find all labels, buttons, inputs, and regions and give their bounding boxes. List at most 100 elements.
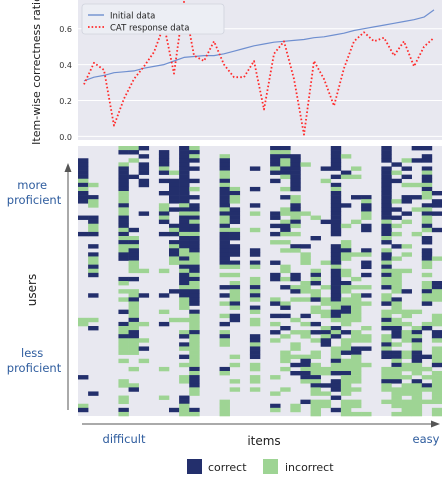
cell-correct xyxy=(249,186,261,192)
cell-incorrect xyxy=(401,383,412,388)
cell-correct xyxy=(118,407,129,413)
cell-correct xyxy=(411,350,423,355)
cell-incorrect xyxy=(340,268,352,274)
cell-incorrect xyxy=(310,411,321,417)
cell-correct xyxy=(310,321,321,327)
cell-incorrect xyxy=(340,338,352,343)
cell-incorrect xyxy=(320,260,332,265)
cell-correct xyxy=(381,186,392,192)
cell-correct xyxy=(138,146,150,151)
cell-correct xyxy=(179,150,190,155)
cell-incorrect xyxy=(421,264,433,270)
cell-correct xyxy=(189,293,200,298)
cell-incorrect xyxy=(300,354,311,360)
cell-incorrect xyxy=(249,362,261,368)
cell-incorrect xyxy=(431,407,442,413)
cell-incorrect xyxy=(229,379,241,384)
cell-correct xyxy=(330,248,342,253)
cell-correct xyxy=(381,158,392,163)
cell-incorrect xyxy=(351,252,362,257)
cell-correct xyxy=(381,174,392,180)
cell-correct xyxy=(290,371,301,376)
cell-incorrect xyxy=(229,289,241,294)
cell-correct xyxy=(179,158,190,163)
cell-correct xyxy=(310,383,321,388)
cell-incorrect xyxy=(401,411,412,417)
cell-incorrect xyxy=(381,260,392,265)
cell-incorrect xyxy=(391,305,402,310)
heatmap-chart: users more proficient less proficient di… xyxy=(7,146,442,474)
cell-correct xyxy=(158,293,170,298)
cell-correct xyxy=(128,252,139,257)
cell-correct xyxy=(78,162,89,167)
cell-correct xyxy=(78,174,89,180)
cell-incorrect xyxy=(300,330,311,335)
cell-correct xyxy=(361,248,372,253)
cell-correct xyxy=(330,199,342,204)
cell-incorrect xyxy=(189,317,200,323)
cell-incorrect xyxy=(189,411,200,417)
cell-incorrect xyxy=(118,199,129,204)
cell-correct xyxy=(330,256,342,261)
cell-incorrect xyxy=(381,346,392,351)
cell-incorrect xyxy=(330,305,342,310)
cell-incorrect xyxy=(310,293,321,298)
cell-correct xyxy=(118,166,129,171)
cell-incorrect xyxy=(128,293,139,298)
cell-incorrect xyxy=(431,411,442,417)
cell-incorrect xyxy=(138,268,150,274)
cell-incorrect xyxy=(351,174,362,180)
cell-correct xyxy=(421,203,433,208)
cell-incorrect xyxy=(340,383,352,388)
cell-correct xyxy=(280,313,291,319)
cell-correct xyxy=(118,276,129,282)
cell-correct xyxy=(411,158,423,163)
cell-correct xyxy=(280,146,291,151)
cell-correct xyxy=(381,252,392,257)
cell-incorrect xyxy=(381,297,392,302)
cell-incorrect xyxy=(361,199,372,204)
cell-incorrect xyxy=(431,321,442,327)
cell-incorrect xyxy=(179,330,190,335)
cell-correct xyxy=(158,211,170,216)
cell-incorrect xyxy=(361,215,372,220)
cell-correct xyxy=(169,248,180,253)
cell-incorrect xyxy=(229,387,241,392)
cell-incorrect xyxy=(118,195,129,200)
cell-correct xyxy=(421,158,433,163)
cell-correct xyxy=(330,154,342,159)
cell-correct xyxy=(431,334,442,339)
cell-correct xyxy=(381,317,392,323)
cell-correct xyxy=(169,240,180,245)
cell-correct xyxy=(310,375,321,380)
cell-incorrect xyxy=(330,264,342,270)
cell-correct xyxy=(179,154,190,159)
cell-correct xyxy=(391,326,402,331)
cell-correct xyxy=(179,223,190,229)
cell-incorrect xyxy=(421,195,433,200)
cell-correct xyxy=(229,260,241,265)
cell-correct xyxy=(128,387,139,392)
cell-incorrect xyxy=(280,211,291,216)
cell-incorrect xyxy=(118,146,129,151)
cell-correct xyxy=(219,223,230,229)
cell-incorrect xyxy=(391,375,402,380)
cell-incorrect xyxy=(401,354,412,360)
cell-incorrect xyxy=(361,334,372,339)
cell-correct xyxy=(401,289,412,294)
cell-correct xyxy=(158,162,170,167)
cell-incorrect xyxy=(290,407,301,413)
cell-incorrect xyxy=(421,191,433,196)
cell-incorrect xyxy=(78,403,89,409)
cell-correct xyxy=(270,162,281,167)
cell-correct xyxy=(270,313,281,319)
cell-correct xyxy=(78,375,89,380)
cell-incorrect xyxy=(219,330,230,335)
cell-incorrect xyxy=(128,244,139,249)
cell-correct xyxy=(381,227,392,233)
cell-correct xyxy=(219,244,230,249)
cell-correct xyxy=(189,244,200,249)
cell-correct xyxy=(290,207,301,212)
cell-incorrect xyxy=(189,219,200,225)
cell-incorrect xyxy=(351,330,362,335)
